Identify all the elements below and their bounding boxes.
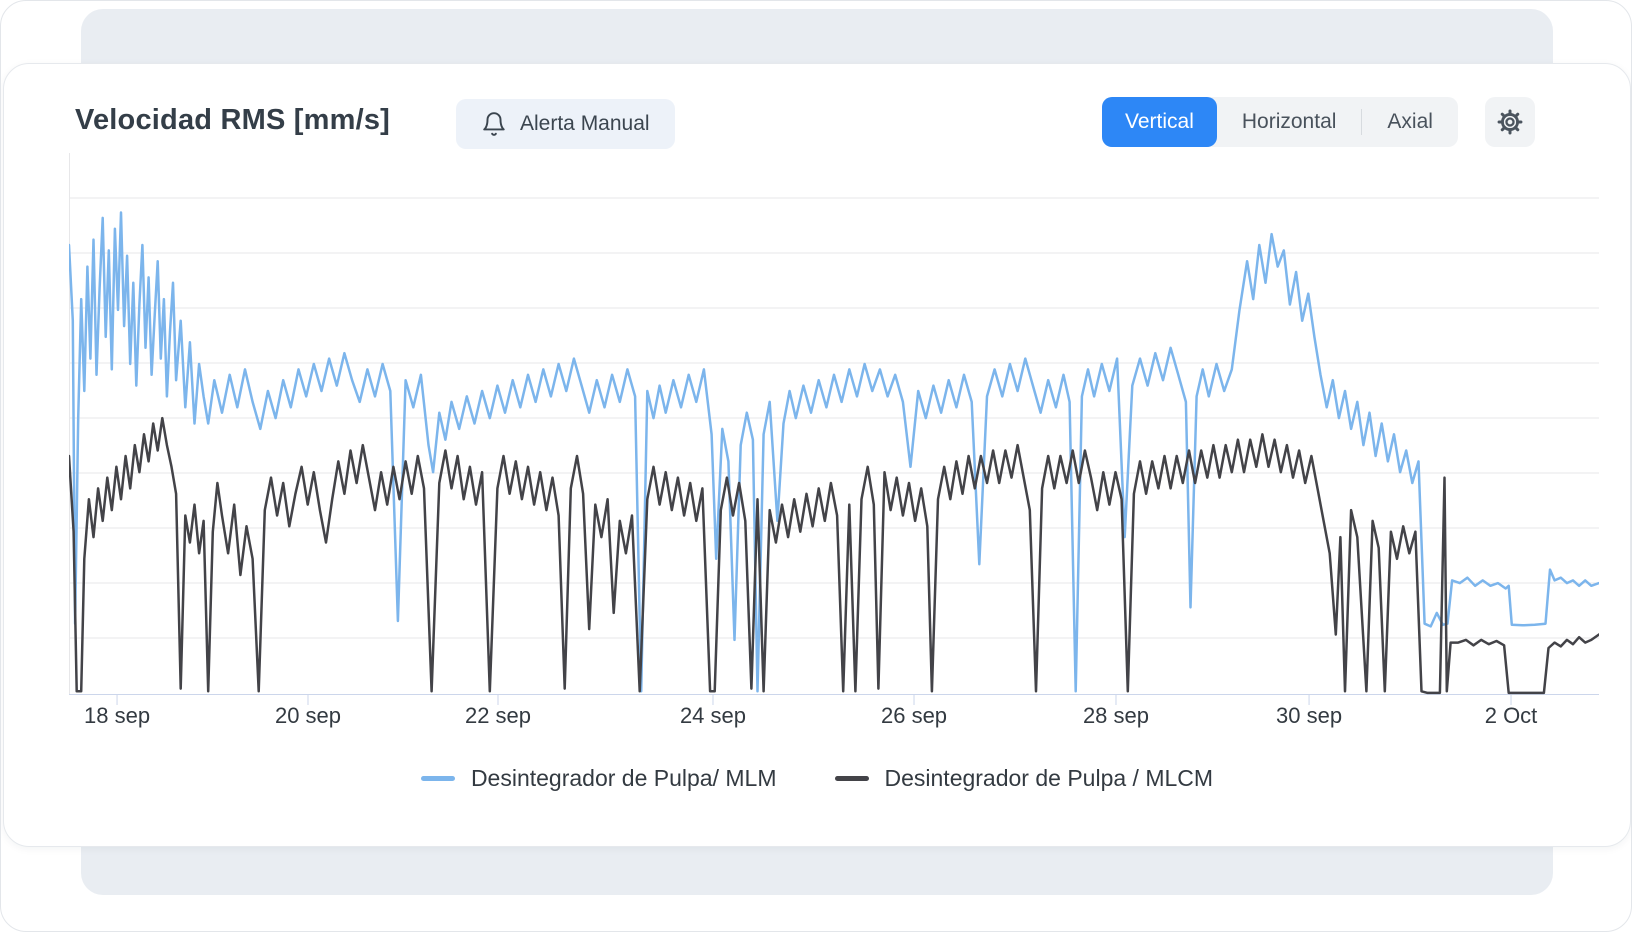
x-axis-label: 20 sep xyxy=(274,703,342,728)
x-axis-label: 2 Oct xyxy=(1484,703,1538,728)
gear-icon xyxy=(1495,107,1525,137)
plot-area[interactable] xyxy=(69,153,1599,709)
tab-axial[interactable]: Axial xyxy=(1362,97,1458,147)
legend-label: Desintegrador de Pulpa/ MLM xyxy=(470,765,777,791)
chart-card xyxy=(3,63,1631,847)
bell-icon xyxy=(481,111,507,137)
manual-alert-label: Alerta Manual xyxy=(520,112,650,135)
chart-legend: Desintegrador de Pulpa/ MLM Desintegrador… xyxy=(1,765,1631,792)
manual-alert-button[interactable]: Alerta Manual xyxy=(456,99,675,149)
legend-item[interactable]: Desintegrador de Pulpa / MLCM xyxy=(834,765,1214,792)
tab-divider xyxy=(1361,109,1363,135)
legend-label: Desintegrador de Pulpa / MLCM xyxy=(884,765,1214,791)
x-axis-labels: 18 sep 20 sep 22 sep 24 sep 26 sep 28 sep 30 s… xyxy=(1,703,1631,733)
x-axis-label: 22 sep xyxy=(464,703,532,728)
x-axis-label: 18 sep xyxy=(84,703,151,728)
page-title: Velocidad RMS [mm/s] xyxy=(75,104,391,136)
background-strip-bottom xyxy=(81,841,1553,895)
legend-line-swatch xyxy=(834,776,869,781)
tab-vertical[interactable]: Vertical xyxy=(1102,97,1217,147)
legend-item[interactable]: Desintegrador de Pulpa/ MLM xyxy=(420,765,777,792)
x-axis-label: 24 sep xyxy=(679,703,746,728)
settings-button[interactable] xyxy=(1485,97,1535,147)
tab-horizontal[interactable]: Horizontal xyxy=(1217,97,1362,147)
background-strip-top xyxy=(81,9,1553,71)
x-axis-label: 28 sep xyxy=(1082,703,1149,728)
x-axis-label: 30 sep xyxy=(1276,703,1343,728)
x-axis-label: 26 sep xyxy=(880,703,948,728)
orientation-tab-group: Vertical Horizontal Axial xyxy=(1102,97,1458,147)
legend-line-swatch xyxy=(420,776,455,781)
